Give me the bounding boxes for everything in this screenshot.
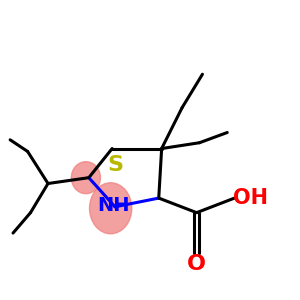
Ellipse shape — [89, 183, 132, 234]
Text: S: S — [107, 154, 123, 175]
Ellipse shape — [71, 162, 100, 194]
Text: OH: OH — [233, 188, 268, 208]
Text: NH: NH — [97, 196, 130, 215]
Text: O: O — [187, 254, 206, 274]
